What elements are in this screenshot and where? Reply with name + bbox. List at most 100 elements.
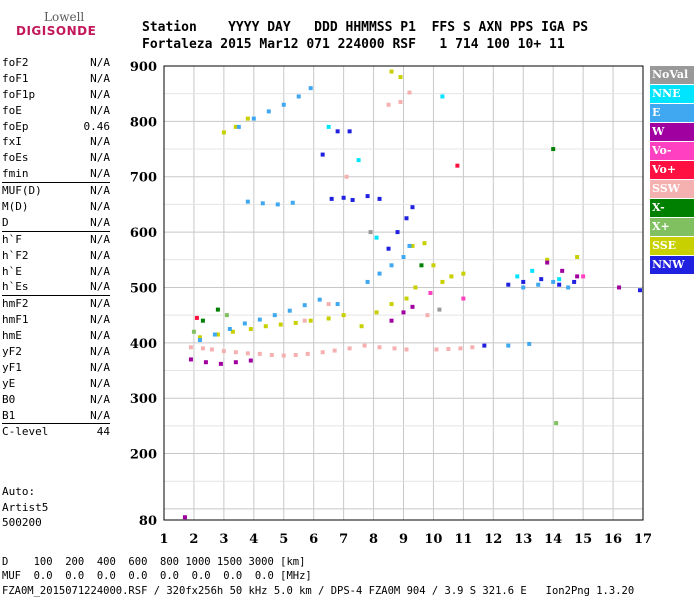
param-name: MUF(D) [2,184,42,198]
logo-digisonde-text: DIGISONDE [16,24,97,38]
echo-point-ssw [221,349,226,354]
echo-point-ssw [269,353,274,358]
param-group-critical-frequencies: foF2 N/A foF1 N/A foF1p N/A foE N/A foEp 0.46 fxI N… [2,55,110,182]
param-name: M(D) [2,200,29,214]
echo-point-nnw [347,129,352,134]
echo-point-sse [359,324,364,329]
param-name: foF1p [2,87,36,101]
param-value: N/A [90,376,110,390]
echo-point-nne [326,124,331,129]
echo-point-x [200,318,205,323]
echo-point-nnw [386,246,391,251]
param-value: N/A [90,264,110,278]
echo-point-ssw [377,345,382,350]
echo-point-sse [230,329,235,334]
echo-point-w [203,360,208,365]
param-row: foEs N/A [2,150,110,166]
param-row: fmin N/A [2,166,110,182]
echo-point-w [560,268,565,273]
x-tick-label: 1 [159,532,168,547]
param-name: fmin [2,167,29,181]
echo-point-nnw [320,152,325,157]
param-row: B0 N/A [2,392,110,408]
param-row: foF1 N/A [2,71,110,87]
echo-point-ssw [326,302,331,307]
footer-distance-line: D 100 200 400 600 800 1000 1500 3000 [km… [2,556,306,568]
param-group-virtual-heights: h`F N/A h`F2 N/A h`E N/A h`Es N/A [2,232,110,296]
echo-point-w [617,285,622,290]
echo-point-nnw [365,194,370,199]
param-value: N/A [90,392,110,406]
x-tick-label: 4 [249,532,258,547]
echo-point-ssw [446,346,451,351]
echo-point-e [227,326,232,331]
echo-point-nnw [329,196,334,201]
echo-point-sse [449,274,454,279]
y-tick-label: 400 [130,337,157,352]
echo-point-e [266,109,271,114]
param-name: foF2 [2,56,29,69]
echo-point-w [410,304,415,309]
echo-point-ssw [245,351,250,356]
logo-lowell-text: Lowell [44,10,85,24]
param-row: yF2 N/A [2,344,110,360]
echo-point-w [188,357,193,362]
echo-point-nnw [521,279,526,284]
x-tick-label: 12 [484,532,502,547]
legend-item: NNW [650,256,694,274]
param-name: C-level [2,425,49,439]
echo-point-e [296,94,301,99]
echo-point-w [218,361,223,366]
param-row: h`E N/A [2,264,110,280]
echo-point-ssw [404,347,409,352]
echo-point-ssw [434,347,439,352]
echo-point-sse [245,116,250,121]
echo-point-vo [581,274,586,279]
chart-grid [163,65,644,520]
echo-point-ssw [407,90,412,95]
echo-point-e [236,124,241,129]
echo-point-nne [557,277,562,282]
echo-point-x [554,421,559,426]
echo-point-sse [341,313,346,318]
param-separator [2,423,110,425]
echo-point-nnw [572,279,577,284]
echo-point-sse [389,302,394,307]
param-row: B1 N/A [2,408,110,424]
param-value: N/A [90,408,110,422]
y-tick-labels: 80 200 300 400 500 600 700 800 900 [130,60,157,529]
param-separator [2,295,110,297]
echo-point-nne [356,158,361,163]
echo-point-nne [440,94,445,99]
x-tick-label: 3 [219,532,228,547]
param-name: B1 [2,408,16,422]
echo-point-x [191,329,196,334]
echo-point-e [272,313,277,318]
echo-point-e [407,243,412,248]
echo-point-e [260,201,265,206]
echo-point-ssw [209,347,214,352]
echo-point-ssw [398,99,403,104]
echo-point-ssw [305,351,310,356]
param-value: N/A [90,167,110,181]
autoscaling-info: Auto: Artist5 500200 [2,484,48,531]
x-tick-label: 2 [189,532,198,547]
echo-point-nnw [557,282,562,287]
param-row: foEp 0.46 [2,119,110,135]
param-separator [2,230,110,232]
y-tick-label: 900 [130,60,157,75]
param-name: hmE [2,329,22,343]
echo-point-sse [263,324,268,329]
echo-point-nnw [539,277,544,282]
echo-point-x [419,263,424,268]
footer-muf-line: MUF 0.0 0.0 0.0 0.0 0.0 0.0 0.0 0.0 [MHz… [2,570,312,582]
param-group-muf: MUF(D) N/A M(D) N/A D N/A [2,183,110,231]
x-tick-label: 17 [634,532,652,547]
param-row: fxI N/A [2,134,110,150]
echo-point-w [233,360,238,365]
param-row: yE N/A [2,376,110,392]
echo-point-w [401,310,406,315]
echo-point-vo [455,163,460,168]
legend-item: NoVal [650,66,694,84]
